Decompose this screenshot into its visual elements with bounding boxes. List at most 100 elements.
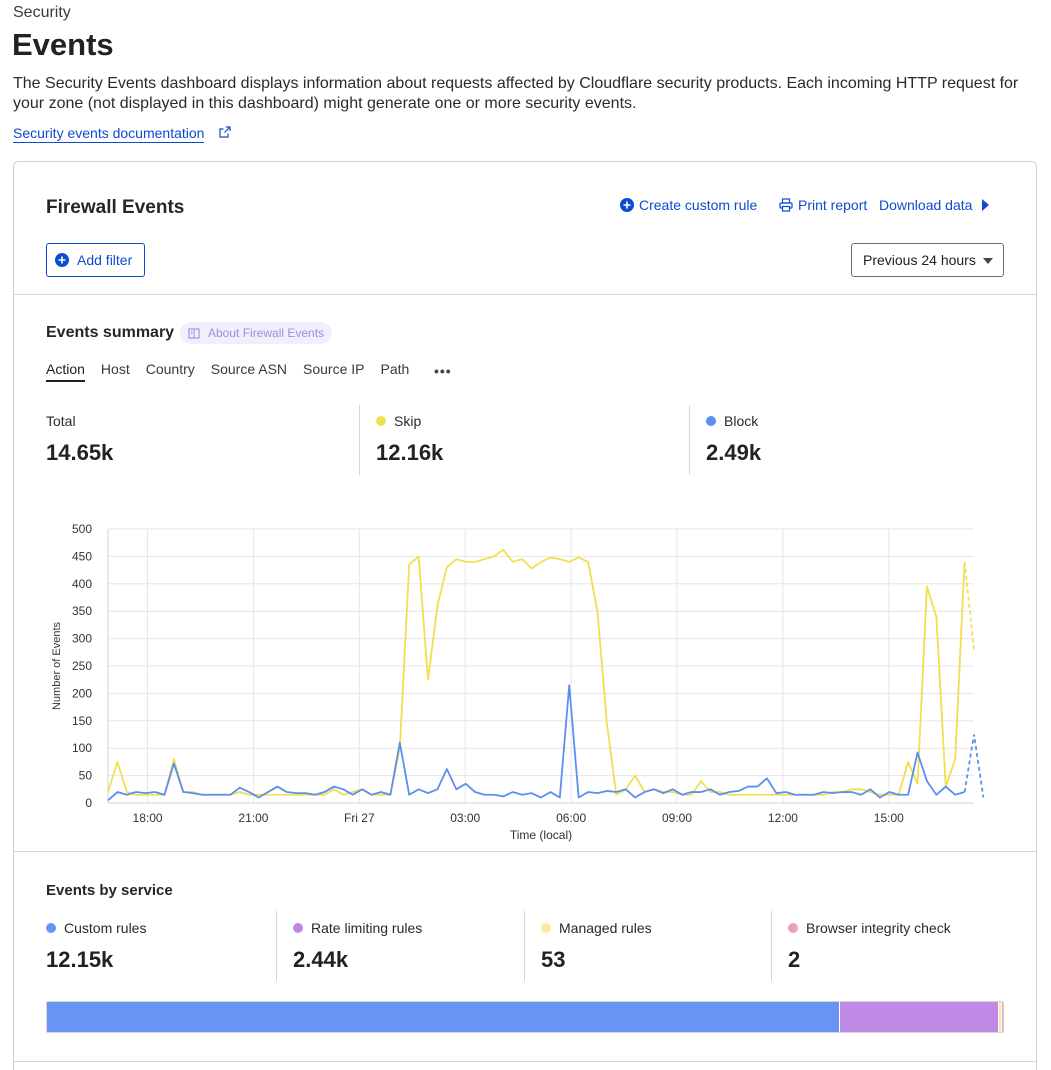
series-line-skip-partial (963, 561, 975, 650)
service-bar-segment[interactable] (839, 1002, 999, 1032)
y-tick-label: 150 (72, 714, 92, 728)
y-tick-label: 450 (72, 549, 92, 563)
x-tick-label: 03:00 (450, 811, 480, 825)
y-tick-label: 100 (72, 741, 92, 755)
y-tick-label: 50 (79, 769, 93, 783)
stat-label: Rate limiting rules (311, 920, 423, 936)
skip-legend-dot (376, 416, 386, 426)
stat-total: Total 14.65k (46, 412, 113, 466)
divider (689, 405, 690, 475)
stat-value: 12.15k (46, 947, 114, 972)
divider (14, 294, 1036, 295)
block-legend-dot (706, 416, 716, 426)
y-tick-label: 500 (72, 522, 92, 536)
divider (14, 1061, 1036, 1062)
create-custom-rule-label: Create custom rule (639, 197, 758, 213)
x-tick-label: 12:00 (768, 811, 798, 825)
add-filter-label: Add filter (77, 252, 133, 268)
time-range-select[interactable]: Previous 24 hours (851, 243, 1004, 277)
x-axis-label: Time (local) (510, 828, 572, 842)
divider (14, 851, 1036, 852)
divider (524, 911, 525, 981)
service-stat-rate-limiting: Rate limiting rules 2.44k (293, 919, 422, 973)
service-bar-segment[interactable] (1002, 1002, 1003, 1032)
page-description: The Security Events dashboard displays i… (13, 75, 1019, 112)
tab-host[interactable]: Host (100, 361, 130, 377)
x-tick-label: Fri 27 (344, 811, 375, 825)
service-bar-segment[interactable] (998, 1002, 1003, 1032)
series-line-block-partial (963, 734, 985, 798)
tab-source-asn[interactable]: Source ASN (210, 361, 288, 377)
summary-tabs: Action Host Country Source ASN Source IP… (46, 361, 425, 382)
chevron-down-icon (983, 258, 993, 264)
stat-value: 2.44k (293, 947, 349, 972)
stat-value: 14.65k (46, 440, 114, 465)
tab-action[interactable]: Action (46, 361, 85, 382)
plus-circle-icon (55, 253, 69, 267)
divider (771, 911, 772, 981)
add-filter-button[interactable]: Add filter (46, 243, 145, 277)
about-firewall-events-label: About Firewall Events (208, 326, 325, 340)
series-line-block (107, 684, 965, 801)
stat-label: Total (46, 413, 76, 429)
service-distribution-bar[interactable] (46, 1001, 1004, 1033)
service-stat-custom-rules: Custom rules 12.15k (46, 919, 146, 973)
stat-value: 12.16k (376, 440, 444, 465)
events-summary-title: Events summary (46, 324, 175, 341)
divider (276, 911, 277, 981)
tab-source-ip[interactable]: Source IP (303, 361, 365, 377)
service-stat-browser-integrity: Browser integrity check 2 (788, 919, 951, 973)
y-tick-label: 0 (85, 796, 92, 810)
tab-country[interactable]: Country (145, 361, 195, 377)
stat-label: Managed rules (559, 920, 652, 936)
custom-rules-legend-dot (46, 923, 56, 933)
security-events-documentation-link[interactable]: Security events documentation (13, 125, 205, 143)
stat-value: 2 (788, 947, 801, 972)
stat-label: Custom rules (64, 920, 147, 936)
divider (359, 405, 360, 475)
more-tabs-icon[interactable]: ••• (434, 363, 452, 379)
tab-path[interactable]: Path (380, 361, 410, 377)
create-custom-rule-button[interactable]: Create custom rule (620, 197, 757, 213)
events-line-chart[interactable]: 0 50 100 150 200 250 300 350 400 450 500 18:00 21:00… (44, 517, 994, 847)
stat-skip: Skip 12.16k (376, 412, 443, 466)
x-tick-label: 15:00 (874, 811, 904, 825)
book-icon (188, 327, 200, 339)
print-report-button[interactable]: Print report (779, 197, 867, 213)
y-tick-label: 250 (72, 659, 92, 673)
caret-right-icon (982, 199, 990, 211)
series-line-skip (107, 548, 966, 796)
print-report-label: Print report (798, 197, 868, 213)
service-stat-managed-rules: Managed rules 53 (541, 919, 652, 973)
firewall-events-title: Firewall Events (46, 197, 185, 218)
stat-value: 2.49k (706, 440, 762, 465)
x-tick-label: 06:00 (556, 811, 586, 825)
printer-icon (779, 198, 793, 212)
y-tick-label: 350 (72, 604, 92, 618)
download-data-button[interactable]: Download data (879, 197, 990, 213)
service-bar-segment[interactable] (47, 1002, 840, 1032)
browser-integrity-legend-dot (788, 923, 798, 933)
rate-limiting-legend-dot (293, 923, 303, 933)
y-tick-label: 400 (72, 577, 92, 591)
x-tick-label: 09:00 (662, 811, 692, 825)
time-range-value: Previous 24 hours (863, 252, 976, 268)
x-tick-label: 18:00 (133, 811, 163, 825)
breadcrumb[interactable]: Security (13, 4, 71, 21)
stat-block: Block 2.49k (706, 412, 761, 466)
stat-label: Skip (394, 413, 422, 429)
stat-value: 53 (541, 947, 566, 972)
download-data-label: Download data (879, 197, 973, 213)
y-tick-label: 200 (72, 686, 92, 700)
plus-circle-icon (620, 198, 634, 212)
y-axis-label: Number of Events (51, 621, 63, 710)
external-link-icon (219, 126, 231, 138)
y-tick-label: 300 (72, 632, 92, 646)
firewall-events-card: Firewall Events Create custom rule Print… (13, 161, 1037, 1070)
stat-label: Browser integrity check (806, 920, 951, 936)
x-tick-label: 21:00 (238, 811, 268, 825)
about-firewall-events-link[interactable]: About Firewall Events (180, 322, 333, 344)
events-by-service-title: Events by service (46, 882, 173, 899)
page-title: Events (12, 27, 114, 62)
managed-rules-legend-dot (541, 923, 551, 933)
